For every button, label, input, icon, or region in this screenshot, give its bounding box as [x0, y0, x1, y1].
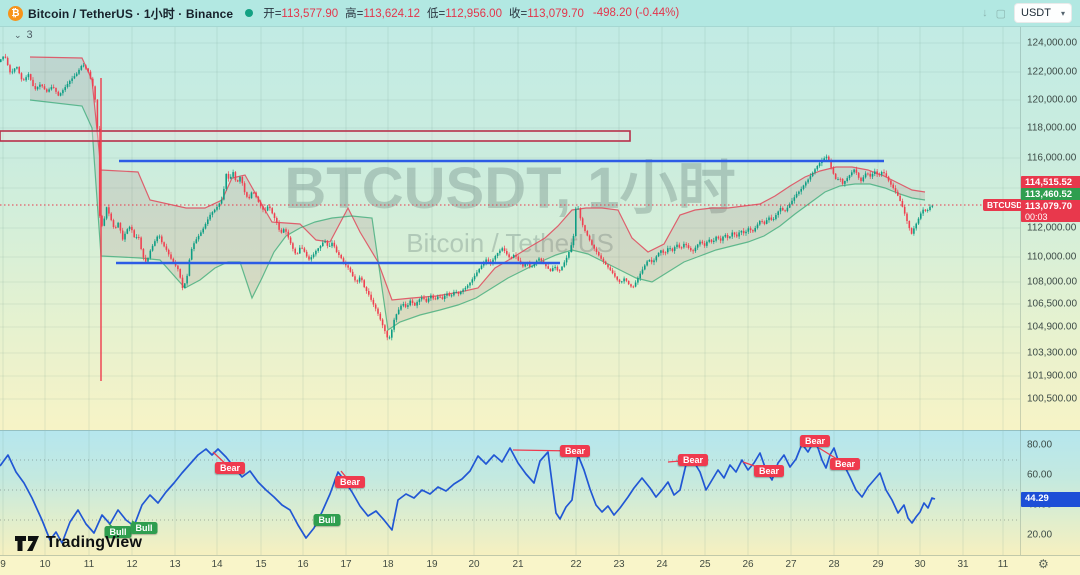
- hidden-indicator-count: 3: [26, 29, 33, 41]
- time-axis-label[interactable]: 24: [656, 559, 668, 570]
- close-value: 113,079.70: [527, 8, 584, 20]
- time-axis-label[interactable]: 31: [957, 559, 969, 570]
- price-axis-label: 103,300.00: [1027, 347, 1078, 359]
- time-axis-label[interactable]: 16: [297, 559, 309, 570]
- countdown-timer: 00:03: [1025, 212, 1048, 222]
- bear-signal-badge: Bear: [753, 465, 785, 477]
- low-label: 低=: [427, 8, 446, 20]
- bear-signal-badge: Bear: [677, 454, 709, 466]
- price-axis-badge: 114,515.52: [1021, 176, 1080, 190]
- open-value: 113,577.90: [281, 8, 339, 20]
- ohlc-readout: 开=113,577.90 高=113,624.12 低=112,956.00 收…: [263, 5, 679, 21]
- change-value: -498.20 (-0.44%): [592, 7, 680, 19]
- bear-signal-badge: Bear: [799, 435, 831, 447]
- close-label: 收=: [508, 8, 528, 20]
- time-axis-label[interactable]: 11: [83, 559, 95, 570]
- time-axis-label[interactable]: 14: [211, 559, 223, 570]
- tradingview-logo[interactable]: TradingView: [14, 534, 142, 552]
- time-axis-label[interactable]: 9: [0, 559, 6, 570]
- time-axis-label[interactable]: 30: [914, 559, 926, 570]
- time-axis-label[interactable]: 29: [872, 559, 884, 570]
- price-axis-label: 106,500.00: [1027, 298, 1078, 310]
- time-axis-label[interactable]: 12: [126, 559, 138, 570]
- main-chart-background[interactable]: [0, 26, 1080, 430]
- price-axis-label: 108,000.00: [1027, 276, 1078, 288]
- price-axis-badge: 113,460.52: [1021, 188, 1080, 202]
- bitcoin-icon: ₿: [8, 5, 23, 21]
- bull-signal-badge: Bull: [104, 526, 132, 538]
- price-axis-label: 122,000.00: [1027, 66, 1078, 78]
- chart-top-toolbar: ₿ Bitcoin / TetherUS · 1小时 · Binance 开=1…: [0, 0, 1080, 27]
- time-axis-label[interactable]: 21: [512, 559, 524, 570]
- time-axis-label[interactable]: 18: [382, 559, 394, 570]
- bull-signal-badge: Bull: [313, 514, 341, 526]
- oscillator-axis-label: 20.00: [1027, 529, 1053, 541]
- time-axis-label[interactable]: 27: [785, 559, 797, 570]
- time-axis-label[interactable]: 11: [997, 559, 1009, 570]
- price-line-symbol-tag: BTCUSDT: [983, 199, 1032, 211]
- bear-signal-badge: Bear: [829, 458, 861, 470]
- currency-label: USDT: [1021, 7, 1051, 19]
- time-axis-settings-icon[interactable]: ⚙: [1038, 557, 1049, 571]
- time-axis-label[interactable]: 25: [699, 559, 711, 570]
- bear-signal-badge: Bear: [334, 476, 366, 488]
- price-axis-label: 112,000.00: [1027, 222, 1077, 234]
- time-axis-separator: [0, 555, 1080, 556]
- oscillator-axis-label: 80.00: [1027, 439, 1053, 451]
- panel-separator[interactable]: [0, 430, 1080, 431]
- time-axis-label[interactable]: 28: [828, 559, 840, 570]
- legend-collapse-toggle[interactable]: ⌄ 3: [14, 29, 33, 41]
- time-axis-label[interactable]: 26: [742, 559, 754, 570]
- time-axis-label[interactable]: 22: [570, 559, 582, 570]
- price-axis-label: 104,900.00: [1027, 321, 1078, 333]
- chevron-down-icon: ⌄: [14, 29, 22, 40]
- price-axis-label: 110,000.00: [1027, 251, 1077, 263]
- price-axis-badge: 113,079.70 00:03: [1021, 200, 1080, 222]
- time-axis-label[interactable]: 13: [169, 559, 181, 570]
- bear-signal-badge: Bear: [559, 445, 591, 457]
- price-axis-label: 120,000.00: [1027, 94, 1078, 106]
- download-icon[interactable]: ↓: [982, 7, 988, 19]
- time-axis-label[interactable]: 20: [468, 559, 480, 570]
- bear-signal-badge: Bear: [214, 462, 246, 474]
- time-axis-label[interactable]: 19: [426, 559, 438, 570]
- oscillator-axis-label: 60.00: [1027, 469, 1053, 481]
- time-axis-label[interactable]: 23: [613, 559, 625, 570]
- time-axis-label[interactable]: 15: [255, 559, 267, 570]
- tradingview-logo-icon: [15, 535, 39, 551]
- low-value: 112,956.00: [445, 8, 502, 20]
- price-axis-label: 116,000.00: [1027, 152, 1077, 164]
- price-axis-label: 100,500.00: [1027, 393, 1078, 405]
- open-label: 开=: [263, 8, 282, 20]
- market-status-icon[interactable]: [245, 9, 254, 17]
- time-axis-label[interactable]: 10: [39, 559, 51, 570]
- currency-selector[interactable]: USDT ▾: [1014, 3, 1072, 23]
- price-axis-label: 118,000.00: [1027, 122, 1077, 134]
- snapshot-icon[interactable]: ▢: [995, 7, 1007, 20]
- time-axis-background[interactable]: [0, 555, 1080, 575]
- chevron-down-icon: ▾: [1060, 8, 1065, 18]
- price-scale-separator: [1020, 26, 1021, 555]
- high-value: 113,624.12: [363, 8, 421, 20]
- high-label: 高=: [345, 8, 364, 20]
- price-axis-label: 101,900.00: [1027, 370, 1078, 382]
- time-axis-label[interactable]: 17: [340, 559, 352, 570]
- symbol-title-button[interactable]: Bitcoin / TetherUS · 1小时 · Binance: [28, 6, 234, 21]
- price-axis-label: 124,000.00: [1027, 37, 1078, 49]
- oscillator-value-badge: 44.29: [1021, 492, 1080, 507]
- tradingview-logo-text: TradingView: [46, 534, 143, 551]
- bull-signal-badge: Bull: [130, 522, 158, 534]
